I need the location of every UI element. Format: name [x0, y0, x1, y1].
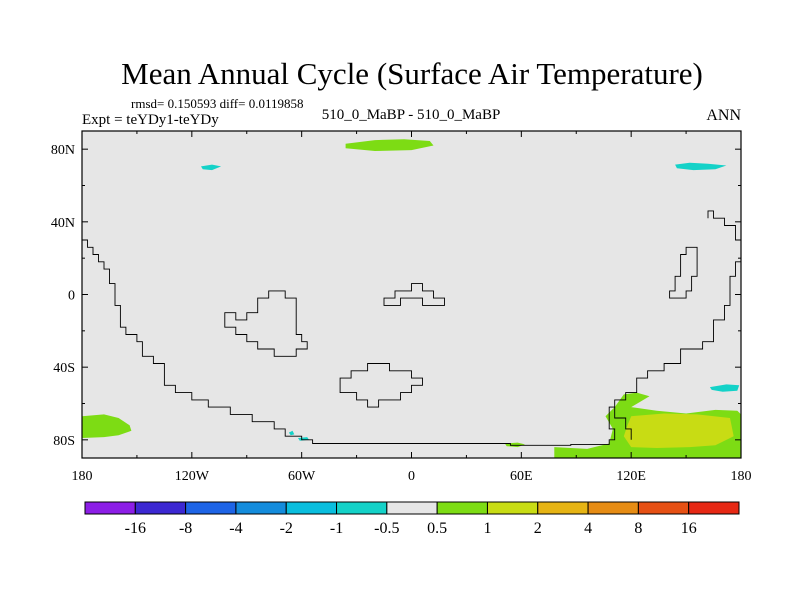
coastlines [82, 210, 741, 446]
colorbar-box-11 [587, 501, 639, 515]
x-tick-label: 180 [731, 469, 752, 484]
colorbar-label: -1 [330, 520, 343, 537]
chart-title: Mean Annual Cycle (Surface Air Temperatu… [121, 56, 703, 91]
y-tick-label: 80N [51, 143, 75, 158]
map-panel: 180 120W 60W 0 60E 120E 180 80N 40N 0 40S 80S [51, 130, 752, 484]
anomaly-region-2 [201, 164, 222, 171]
subtitle-label: 510_0_MaBP - 510_0_MaBP [322, 107, 501, 123]
colorbar-box-13 [688, 501, 740, 515]
coastline-central-island [224, 290, 308, 357]
colorbar-label: 4 [584, 520, 592, 537]
x-tick-label: 0 [408, 469, 415, 484]
coastline-northeast-fragment [707, 210, 741, 241]
axis-ticks: 180 120W 60W 0 60E 120E 180 80N 40N 0 40S 80S [51, 131, 752, 484]
anomaly-region-10 [623, 413, 734, 448]
y-tick-label: 0 [68, 289, 75, 304]
colorbar-label: -4 [229, 520, 242, 537]
anomaly-regions [82, 139, 741, 458]
colorbar-box-8 [436, 501, 488, 515]
colorbar-box-10 [537, 501, 589, 515]
colorbar-label: 16 [681, 520, 697, 537]
coastline-western-margin [82, 239, 741, 446]
colorbar-label: -2 [280, 520, 293, 537]
colorbar-box-9 [486, 501, 539, 515]
anomaly-region-5 [288, 430, 295, 436]
y-tick-label: 80S [53, 434, 75, 449]
x-tick-label: 180 [72, 469, 93, 484]
colorbar-label: -8 [179, 520, 192, 537]
colorbar-box-3 [185, 501, 237, 515]
y-tick-label: 40S [53, 361, 75, 376]
coastline-equatorial-strip [383, 283, 445, 306]
colorbar-label: -0.5 [374, 520, 399, 537]
experiment-label: Expt = teYDy1-teYDy [82, 112, 219, 128]
coastline-eastern-peninsula [669, 246, 698, 299]
season-label: ANN [706, 107, 741, 124]
colorbar-label: 2 [534, 520, 542, 537]
colorbar-box-4 [235, 501, 287, 515]
colorbar-box-12 [637, 501, 690, 515]
x-tick-label: 120W [175, 469, 210, 484]
colorbar-label: -16 [125, 520, 146, 537]
y-tick-label: 40N [51, 216, 75, 231]
x-tick-label: 60W [288, 469, 316, 484]
colorbar: -16 -8 -4 -2 -1 -0.5 0.5 1 2 4 8 16 [84, 501, 740, 537]
anomaly-region-4 [709, 384, 740, 392]
anomaly-region-3 [675, 162, 727, 171]
x-tick-label: 120E [616, 469, 646, 484]
colorbar-box-7 [386, 501, 438, 515]
colorbar-label: 1 [483, 520, 491, 537]
coastline-southern-inner-loop [614, 407, 632, 440]
colorbar-box-2 [134, 501, 187, 515]
coastline-southern-island [339, 363, 423, 408]
colorbar-box-5 [285, 501, 338, 515]
anomaly-region-1 [345, 139, 434, 151]
stats-label: rmsd= 0.150593 diff= 0.0119858 [131, 96, 303, 111]
colorbar-box-6 [336, 501, 388, 515]
colorbar-label: 8 [634, 520, 642, 537]
colorbar-box-1 [84, 501, 136, 515]
colorbar-label: 0.5 [427, 520, 447, 537]
anomaly-region-7 [82, 414, 132, 438]
x-tick-label: 60E [510, 469, 533, 484]
